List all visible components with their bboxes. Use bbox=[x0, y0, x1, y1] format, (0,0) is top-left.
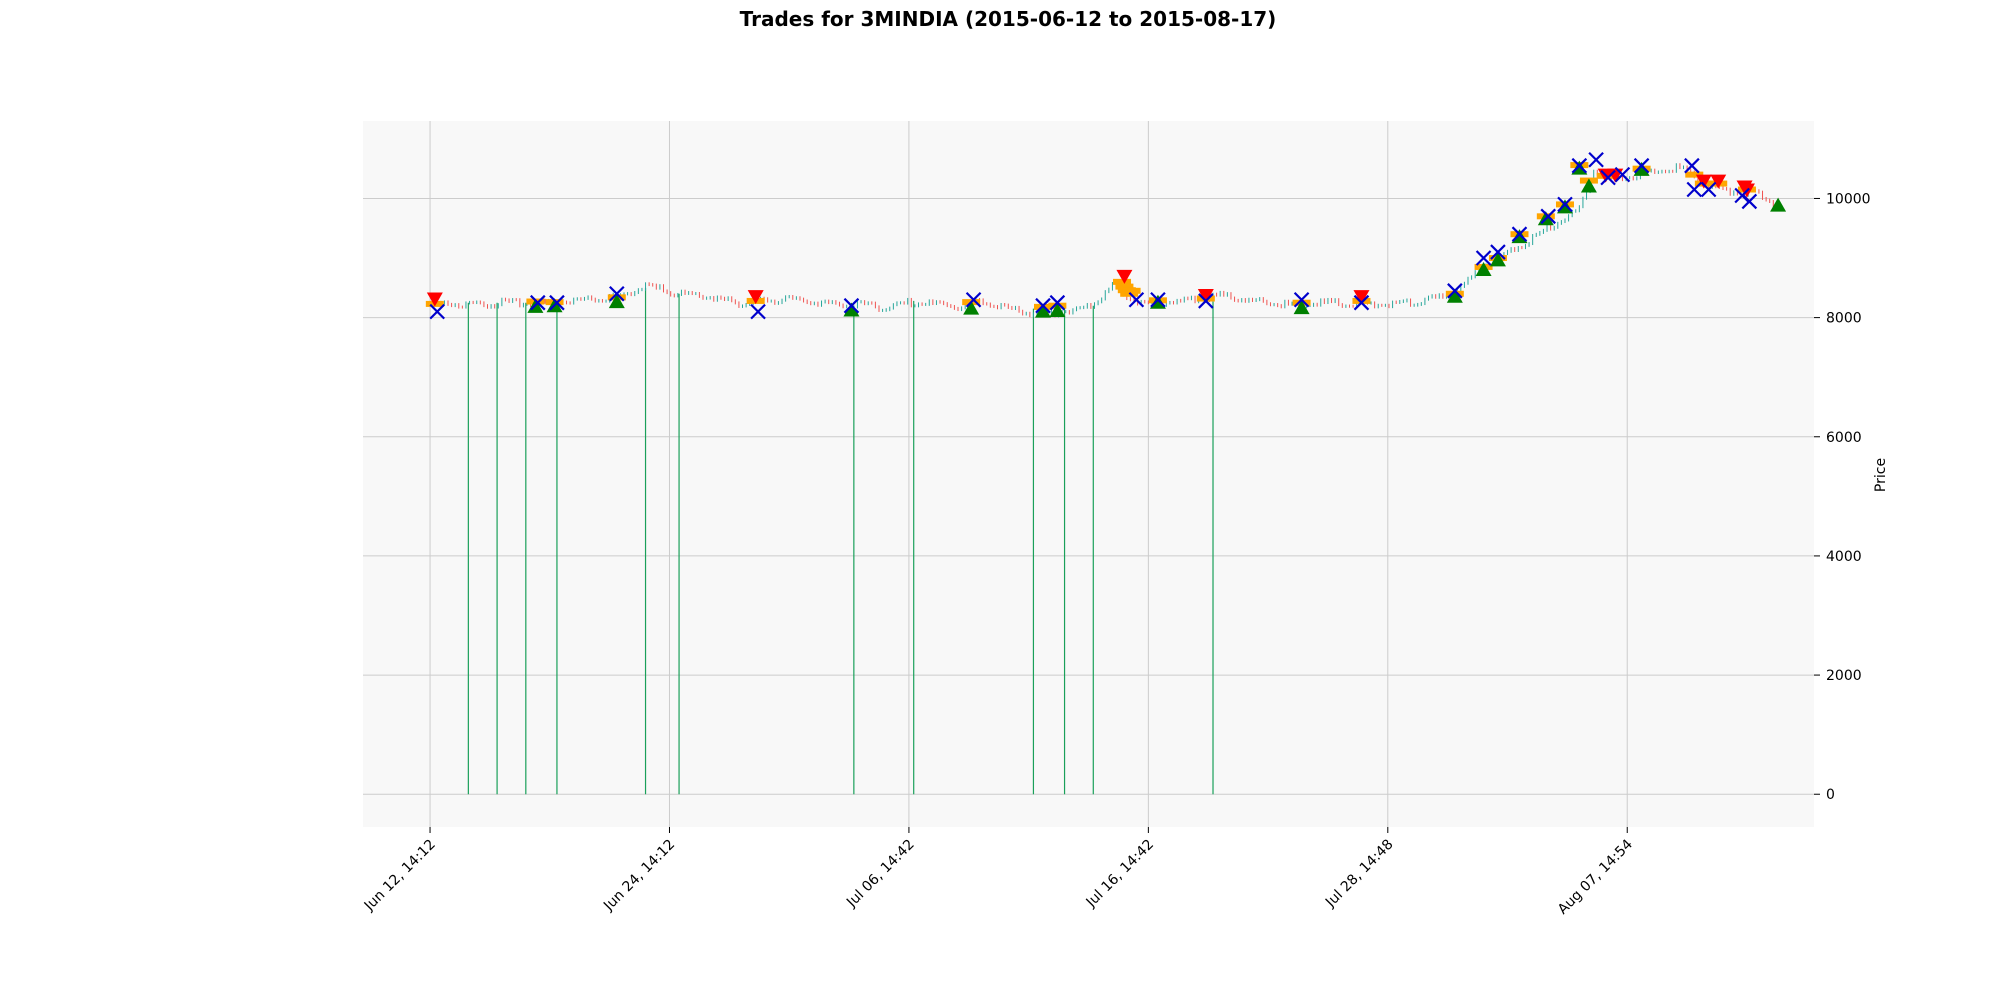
exit-marker bbox=[1600, 169, 1616, 186]
y-tick-label: 0 bbox=[1826, 787, 1835, 803]
exit-marker bbox=[965, 291, 982, 308]
exit-marker bbox=[1741, 193, 1758, 210]
y-tick-label: 2000 bbox=[1826, 668, 1862, 684]
entry-marker bbox=[1122, 287, 1141, 294]
sell-marker bbox=[1353, 290, 1370, 305]
chart-title: Trades for 3MINDIA (2015-06-12 to 2015-0… bbox=[740, 7, 1277, 31]
buy-marker bbox=[1770, 197, 1787, 212]
exit-marker bbox=[1571, 157, 1588, 174]
buy-marker bbox=[963, 300, 980, 315]
entry-marker bbox=[1685, 171, 1704, 178]
exit-marker bbox=[1049, 294, 1066, 311]
exit-marker bbox=[1700, 181, 1717, 198]
exit-marker bbox=[1128, 291, 1145, 308]
x-tick-label: Jun 24, 14:12 bbox=[600, 837, 678, 915]
sell-marker bbox=[1116, 269, 1133, 284]
trade-markers bbox=[425, 151, 1787, 320]
buy-marker bbox=[608, 294, 625, 309]
buy-marker bbox=[1035, 303, 1052, 318]
exit-marker bbox=[1557, 196, 1573, 213]
grid-lines bbox=[363, 121, 1814, 827]
exit-marker bbox=[1633, 157, 1650, 174]
x-tick-label: Jul 28, 14:48 bbox=[1322, 837, 1397, 912]
y-tick-label: 10000 bbox=[1826, 191, 1871, 207]
exit-marker bbox=[1540, 208, 1556, 225]
exit-marker bbox=[1198, 293, 1214, 309]
entry-marker bbox=[1113, 278, 1132, 285]
buy-marker bbox=[1489, 252, 1506, 267]
sell-marker bbox=[1197, 288, 1214, 303]
buy-marker bbox=[1633, 161, 1650, 176]
buy-marker bbox=[1446, 288, 1463, 303]
exit-marker bbox=[1150, 291, 1166, 308]
exit-marker bbox=[1588, 151, 1604, 168]
exit-marker bbox=[1686, 181, 1703, 198]
sell-marker bbox=[1695, 174, 1712, 189]
exit-marker bbox=[750, 303, 766, 320]
exit-marker bbox=[843, 297, 860, 314]
x-tick-label: Aug 07, 14:54 bbox=[1555, 836, 1636, 917]
exit-marker bbox=[549, 294, 565, 311]
exit-marker bbox=[1447, 283, 1463, 299]
buy-marker bbox=[1475, 261, 1492, 276]
exit-marker bbox=[1511, 226, 1528, 242]
buy-marker bbox=[843, 302, 860, 317]
buy-marker bbox=[1293, 300, 1310, 315]
x-tick-label: Jun 12, 14:12 bbox=[361, 837, 439, 915]
entry-marker bbox=[1115, 283, 1134, 290]
buy-marker bbox=[1580, 178, 1597, 193]
x-tick-label: Jul 16, 14:42 bbox=[1083, 837, 1158, 912]
volume-bars bbox=[467, 287, 1214, 795]
y-tick-label: 4000 bbox=[1826, 549, 1862, 565]
y-tick-label: 8000 bbox=[1826, 311, 1862, 327]
plot-area bbox=[363, 121, 1814, 827]
exit-marker bbox=[1614, 166, 1631, 183]
exit-marker bbox=[1293, 291, 1310, 308]
exit-marker bbox=[1684, 157, 1700, 174]
buy-marker bbox=[1049, 303, 1066, 318]
exit-marker bbox=[530, 294, 546, 311]
exit-marker bbox=[1353, 294, 1370, 311]
exit-marker bbox=[1490, 244, 1506, 260]
y-tick-label: 6000 bbox=[1826, 430, 1862, 446]
sell-marker bbox=[747, 290, 764, 305]
exit-marker bbox=[609, 285, 625, 302]
exit-marker bbox=[429, 303, 446, 320]
exit-marker bbox=[1035, 297, 1051, 314]
exit-marker bbox=[1475, 250, 1492, 266]
sell-marker bbox=[1710, 174, 1727, 189]
sell-marker bbox=[426, 292, 443, 307]
y-axis-label: Price bbox=[1873, 458, 1889, 492]
x-tick-label: Jul 06, 14:42 bbox=[843, 837, 918, 912]
